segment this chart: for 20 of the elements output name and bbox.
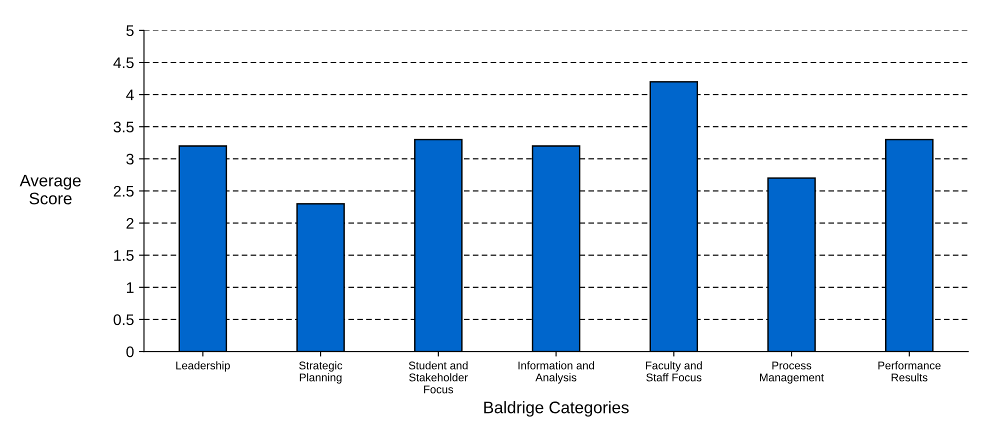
- x-axis-title: Baldrige Categories: [484, 401, 629, 417]
- x-tick-label: Performance Results: [878, 361, 941, 382]
- y-tick-label: 0: [126, 346, 134, 358]
- y-tick-label: 1: [126, 282, 134, 293]
- y-tick-label: 0.5: [114, 314, 134, 326]
- x-tick-label: Leadership: [176, 361, 230, 372]
- y-tick-label: 1.5: [114, 250, 134, 261]
- y-tick-label: 4: [126, 90, 134, 100]
- y-tick-label: 2.5: [114, 186, 134, 197]
- y-tick-label: 3.5: [114, 122, 134, 132]
- x-tick-label: Strategic Planning: [299, 361, 342, 384]
- x-tick-label: Information and Analysis: [518, 361, 594, 384]
- y-tick-label: 5: [126, 25, 134, 36]
- y-tick-label: 3: [126, 154, 134, 165]
- x-tick-label: Faculty and Staff Focus: [646, 361, 702, 382]
- y-tick-label: 4.5: [113, 58, 134, 68]
- y-axis-title: Average Score: [20, 174, 81, 204]
- x-tick-label: Process Management: [760, 362, 824, 384]
- y-tick-label: 2: [126, 218, 134, 229]
- x-tick-label: Student and Stakeholder Focus: [408, 361, 468, 394]
